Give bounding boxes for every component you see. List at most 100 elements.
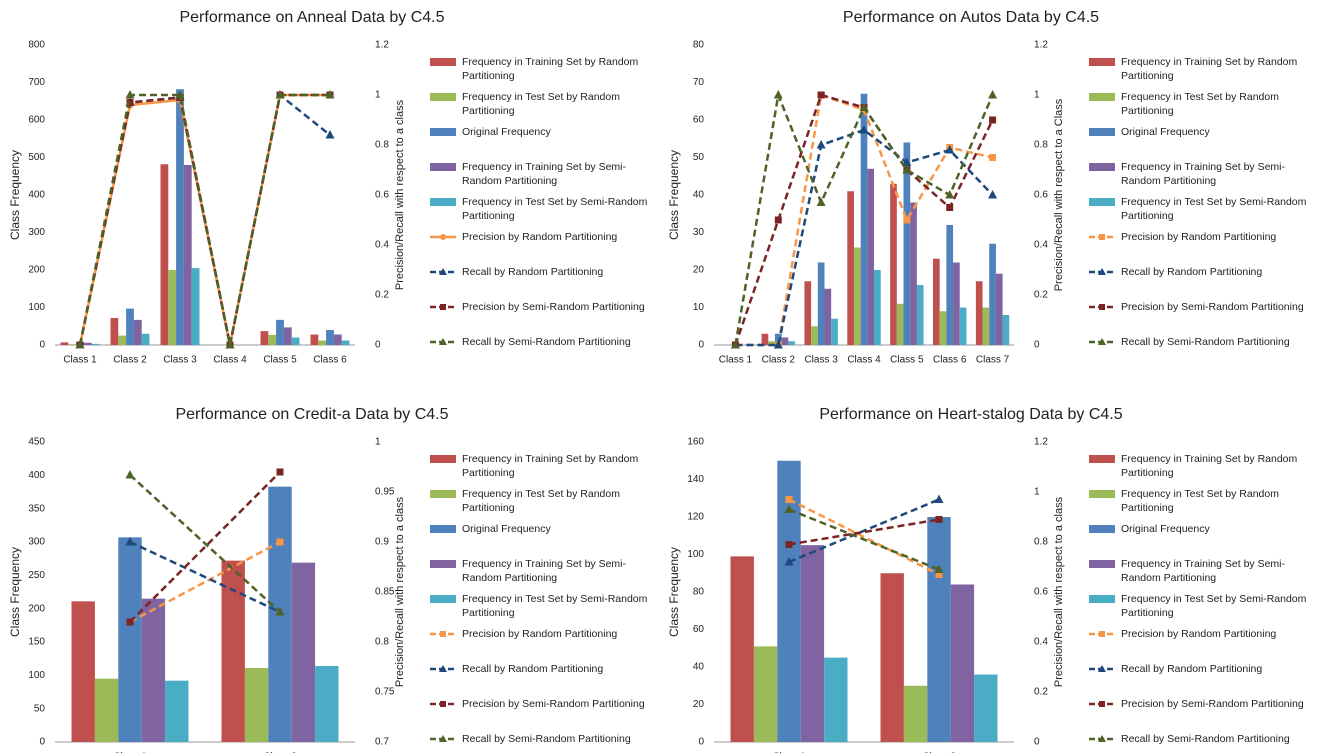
x-tick-label: Class 5	[890, 355, 924, 366]
marker	[784, 557, 794, 566]
bar	[916, 285, 924, 345]
legend-marker	[1098, 735, 1106, 742]
y-tick-label: 60	[693, 624, 705, 635]
legend-label: Precision by Semi-Random Partitioning	[1121, 698, 1304, 710]
bar	[753, 646, 778, 742]
bar	[910, 202, 917, 345]
legend-swatch	[430, 128, 456, 136]
marker	[945, 190, 955, 199]
bar	[811, 326, 818, 345]
x-tick-label: Class 4	[847, 355, 881, 366]
bar	[730, 556, 754, 742]
y-axis-title: Class Frequency	[667, 547, 681, 637]
legend-label: Frequency in Training Set by Random Part…	[462, 56, 639, 82]
y2-tick-label: 0	[1034, 340, 1040, 351]
y2-tick-label: 1.2	[1034, 437, 1048, 448]
bar	[903, 142, 911, 345]
y-tick-label: 450	[28, 437, 45, 448]
marker	[325, 130, 335, 139]
marker	[988, 190, 998, 199]
marker	[989, 154, 997, 161]
marker	[276, 468, 284, 476]
legend-label: Original Frequency	[462, 126, 551, 138]
marker	[730, 340, 740, 349]
bar	[71, 601, 95, 742]
marker	[774, 216, 782, 224]
legend-label: Precision by Random Partitioning	[1121, 628, 1277, 640]
y2-tick-label: 0.2	[1034, 290, 1048, 301]
bar	[800, 545, 825, 742]
y2-tick-label: 0.8	[1034, 140, 1048, 151]
bar	[60, 342, 69, 345]
y2-tick-label: 0.4	[1034, 240, 1048, 251]
y2-tick-label: 0.9	[375, 537, 389, 548]
y-tick-label: 350	[28, 503, 45, 514]
y2-tick-label: 0.85	[375, 587, 395, 598]
y2-tick-label: 0.75	[375, 687, 395, 698]
bar	[244, 668, 269, 742]
bar	[939, 311, 947, 345]
bar	[315, 666, 339, 742]
legend-marker	[439, 338, 447, 345]
bar	[953, 262, 960, 345]
legend-label: Recall by Random Partitioning	[1121, 266, 1263, 278]
bar	[94, 678, 119, 742]
y-tick-label: 150	[28, 637, 45, 648]
line	[129, 471, 281, 623]
legend-label: Original Frequency	[1121, 126, 1210, 138]
y-tick-label: 100	[28, 302, 45, 313]
legend-label: Frequency in Test Set by Random Partitio…	[1121, 91, 1279, 117]
bar	[824, 657, 848, 742]
marker	[903, 216, 911, 224]
legend-marker	[1099, 631, 1105, 637]
x-tick-label: Class 4	[213, 355, 247, 366]
bar	[761, 333, 769, 345]
y-tick-label: 100	[28, 670, 45, 681]
y2-tick-label: 0.2	[375, 290, 389, 301]
bar	[291, 562, 316, 742]
legend-label: Recall by Semi-Random Partitioning	[1121, 336, 1290, 348]
y2-tick-label: 1	[375, 90, 381, 101]
bar	[927, 517, 951, 742]
marker	[125, 470, 135, 479]
y-tick-label: 250	[28, 570, 45, 581]
marker	[225, 340, 235, 349]
chart-title: Performance on Credit-a Data by C4.5	[175, 406, 448, 423]
legend-label: Frequency in Training Set by Semi-Random…	[462, 161, 626, 187]
bar	[110, 318, 119, 345]
legend-label: Frequency in Training Set by Semi-Random…	[1121, 558, 1285, 584]
bar	[83, 342, 92, 345]
marker	[816, 140, 826, 149]
legend-swatch	[1089, 58, 1115, 66]
bar	[974, 674, 998, 742]
y-tick-label: 80	[693, 40, 705, 51]
y-tick-label: 20	[693, 265, 705, 276]
bar	[847, 191, 854, 345]
y-tick-label: 600	[28, 115, 45, 126]
x-tick-label: Class 1	[63, 355, 97, 366]
legend-label: Recall by Random Partitioning	[462, 663, 604, 675]
line	[129, 540, 281, 624]
bar	[268, 334, 277, 345]
y2-tick-label: 0.8	[1034, 537, 1048, 548]
marker	[934, 494, 944, 503]
line	[788, 498, 940, 576]
bar	[831, 318, 838, 345]
legend-label: Frequency in Training Set by Random Part…	[1121, 453, 1298, 479]
legend-swatch	[1089, 455, 1115, 463]
y2-tick-label: 0.8	[375, 637, 389, 648]
bar	[975, 281, 983, 345]
y2-tick-label: 0.7	[375, 737, 389, 748]
bar	[118, 537, 142, 742]
marker	[276, 538, 284, 546]
legend-label: Frequency in Training Set by Random Part…	[462, 453, 639, 479]
y-tick-label: 120	[687, 512, 704, 523]
bar	[860, 93, 868, 345]
y-tick-label: 40	[693, 190, 705, 201]
x-tick-label: Class 3	[804, 355, 838, 366]
marker	[75, 340, 85, 349]
y-tick-label: 40	[693, 662, 705, 673]
bar	[318, 340, 327, 345]
legend-marker	[440, 701, 446, 707]
line	[788, 518, 940, 546]
